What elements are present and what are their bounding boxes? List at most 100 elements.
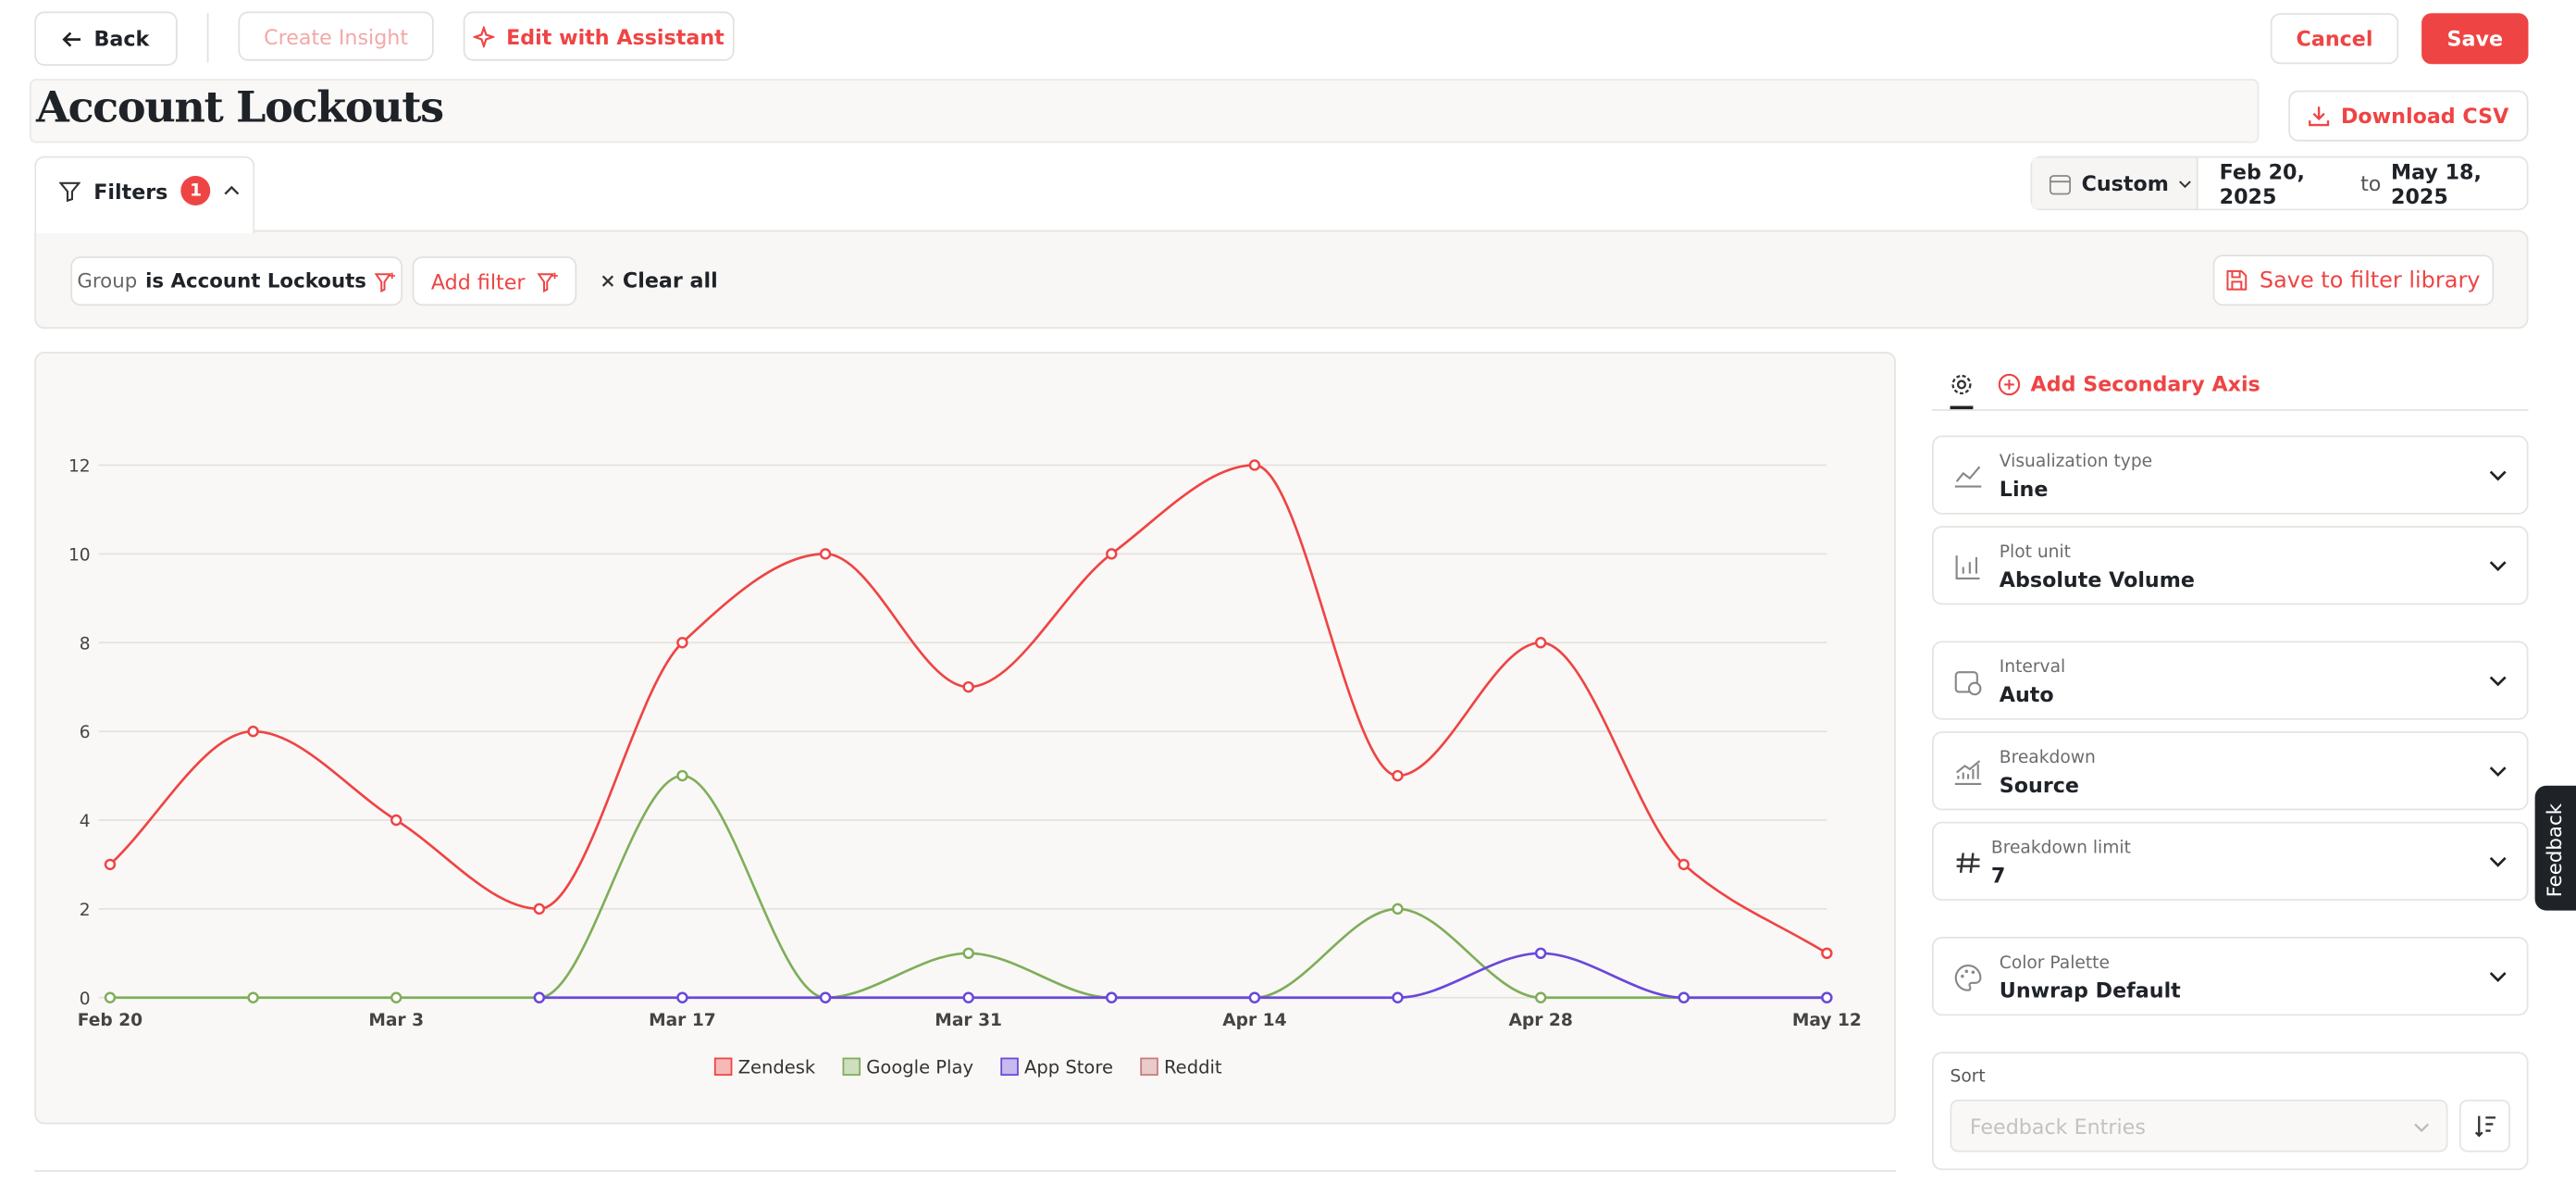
settings-dropdown[interactable]: Plot unit Absolute Volume bbox=[1931, 526, 2529, 605]
add-secondary-axis[interactable]: Add Secondary Axis bbox=[1998, 371, 2260, 396]
close-icon bbox=[601, 274, 614, 286]
sort-select[interactable]: Feedback Entries bbox=[1950, 1099, 2448, 1152]
data-point bbox=[1678, 991, 1690, 1003]
setting-value: Unwrap Default bbox=[1999, 978, 2181, 1003]
legend-swatch bbox=[1140, 1057, 1158, 1077]
add-filter-label: Add filter bbox=[430, 268, 526, 293]
feedback-label: Feedback bbox=[2543, 803, 2567, 898]
settings-tab[interactable] bbox=[1951, 373, 1974, 396]
legend-label: Zendesk bbox=[738, 1056, 816, 1077]
y-tick-label: 12 bbox=[68, 457, 91, 477]
y-tick-label: 8 bbox=[80, 634, 91, 654]
data-point bbox=[104, 991, 117, 1003]
save-button[interactable]: Save bbox=[2421, 13, 2529, 65]
setting-icon bbox=[1954, 760, 1982, 785]
y-tick-label: 6 bbox=[80, 723, 91, 742]
clear-all-label: Clear all bbox=[622, 268, 718, 293]
data-point bbox=[1248, 459, 1261, 471]
create-insight-label: Create Insight bbox=[264, 23, 409, 49]
setting-icon bbox=[1954, 671, 1982, 696]
chevron bbox=[2489, 766, 2507, 778]
filter-chip[interactable]: Group is Account Lockouts bbox=[70, 255, 402, 306]
settings-dropdown[interactable]: Interval Auto bbox=[1931, 641, 2529, 720]
feedback-tab[interactable]: Feedback bbox=[2534, 785, 2576, 911]
setting-icon bbox=[1955, 555, 1980, 580]
data-point bbox=[962, 680, 974, 693]
add-secondary-axis-label: Add Secondary Axis bbox=[2030, 371, 2260, 396]
series-line bbox=[539, 952, 1827, 1000]
chevron bbox=[2414, 1123, 2430, 1133]
data-point bbox=[676, 991, 688, 1003]
legend-swatch bbox=[713, 1057, 733, 1077]
y-tick-label: 2 bbox=[80, 901, 91, 920]
date-range: Feb 20, 2025 to May 18, 2025 bbox=[2198, 157, 2527, 208]
chevron bbox=[2489, 856, 2507, 867]
filter-field: Group bbox=[77, 269, 138, 293]
setting-label: Interval bbox=[1999, 657, 2066, 678]
filter-panel: Group is Account Lockouts Add filter Cle… bbox=[34, 230, 2529, 330]
data-point bbox=[247, 991, 259, 1003]
chevron bbox=[2489, 676, 2507, 687]
back-icon bbox=[62, 31, 81, 46]
date-mode[interactable]: Custom bbox=[2032, 157, 2198, 209]
clear-all-button[interactable]: Clear all bbox=[601, 268, 718, 293]
legend-label: Reddit bbox=[1164, 1056, 1222, 1077]
tab-divider bbox=[1931, 409, 2529, 411]
data-point bbox=[1534, 991, 1547, 1003]
setting-value: 7 bbox=[1990, 863, 2006, 888]
legend-label: App Store bbox=[1024, 1056, 1113, 1077]
filters-label: Filters bbox=[93, 178, 168, 204]
data-point bbox=[533, 903, 546, 915]
cancel-button[interactable]: Cancel bbox=[2270, 13, 2399, 65]
filter-icon bbox=[58, 181, 80, 202]
legend: Zendesk Google Play App Store Reddit bbox=[713, 1056, 1222, 1077]
edit-assistant-label: Edit with Assistant bbox=[506, 23, 724, 49]
data-point bbox=[1821, 991, 1833, 1003]
data-point bbox=[962, 947, 974, 960]
back-button[interactable]: Back bbox=[34, 11, 178, 67]
data-point bbox=[1248, 991, 1261, 1003]
download-csv-button[interactable]: Download CSV bbox=[2288, 90, 2529, 142]
chevron bbox=[2489, 561, 2507, 572]
x-tick-label: Apr 14 bbox=[1222, 1011, 1286, 1030]
data-point bbox=[819, 548, 832, 560]
x-tick-label: May 12 bbox=[1792, 1011, 1862, 1030]
data-point bbox=[1392, 903, 1404, 915]
data-point bbox=[533, 991, 546, 1003]
back-label: Back bbox=[93, 26, 150, 52]
setting-value: Auto bbox=[1999, 681, 2054, 707]
settings-dropdown[interactable]: Breakdown Source bbox=[1931, 731, 2529, 811]
y-tick-label: 4 bbox=[80, 812, 91, 831]
date-to: May 18, 2025 bbox=[2391, 158, 2482, 208]
sort-icon bbox=[2474, 1115, 2496, 1138]
sort-placeholder: Feedback Entries bbox=[1969, 1114, 2146, 1139]
create-insight-button[interactable]: Create Insight bbox=[238, 11, 434, 61]
settings-dropdown[interactable]: Visualization type Line bbox=[1931, 435, 2529, 515]
filter-condition: is Account Lockouts bbox=[145, 269, 366, 293]
edit-assistant-button[interactable]: Edit with Assistant bbox=[463, 11, 735, 61]
filters-tab[interactable]: Filters 1 bbox=[34, 156, 255, 234]
tab-indicator bbox=[1950, 405, 1974, 410]
sort-direction-button[interactable] bbox=[2458, 1099, 2510, 1152]
data-point bbox=[676, 769, 688, 782]
setting-label: Breakdown limit bbox=[1990, 838, 2131, 858]
divider bbox=[34, 1170, 1896, 1172]
x-tick-label: Apr 28 bbox=[1508, 1011, 1572, 1030]
download-csv-label: Download CSV bbox=[2340, 103, 2509, 129]
save-label: Save bbox=[2446, 26, 2504, 52]
setting-label: Plot unit bbox=[1999, 542, 2072, 563]
legend-swatch bbox=[1000, 1057, 1019, 1077]
date-picker[interactable]: Custom Feb 20, 2025 to May 18, 2025 bbox=[2030, 156, 2529, 211]
save-filter-library-label: Save to filter library bbox=[2259, 267, 2481, 293]
chevron bbox=[2489, 972, 2507, 982]
data-point bbox=[1106, 548, 1118, 560]
setting-value: Absolute Volume bbox=[1999, 567, 2195, 592]
data-point bbox=[962, 991, 974, 1003]
date-mode-label: Custom bbox=[2081, 170, 2169, 196]
save-filter-library-button[interactable]: Save to filter library bbox=[2212, 255, 2495, 306]
title-input[interactable]: Account Lockouts bbox=[29, 79, 2260, 143]
settings-dropdown[interactable]: Color Palette Unwrap Default bbox=[1931, 937, 2529, 1016]
settings-dropdown[interactable]: Breakdown limit 7 bbox=[1931, 821, 2529, 901]
add-filter-button[interactable]: Add filter bbox=[412, 255, 577, 306]
